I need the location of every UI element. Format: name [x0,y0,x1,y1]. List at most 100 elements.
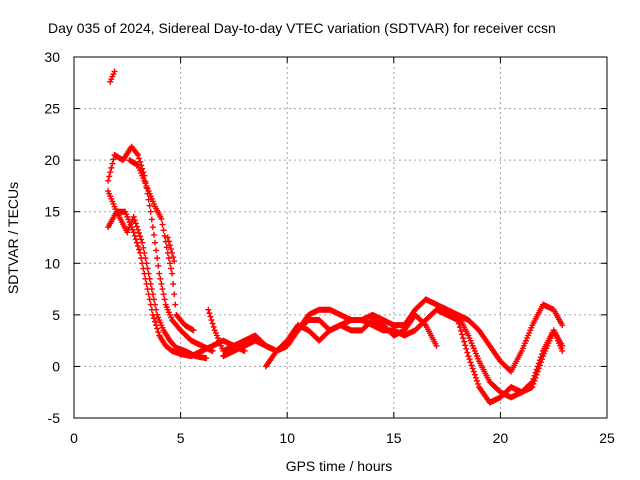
data-point [169,270,176,277]
data-point [149,311,156,318]
data-point [470,368,477,375]
data-point [169,249,176,256]
data-point [168,246,175,253]
data-point [529,378,536,385]
data-point [475,380,482,387]
data-point [160,291,167,298]
data-point [472,374,479,381]
data-point [133,223,140,230]
x-tick-label: 10 [279,430,295,446]
data-point [209,320,216,327]
data-point [159,221,166,228]
data-point [136,246,143,253]
data-point [132,236,139,243]
data-point [464,349,471,356]
data-point [149,224,156,231]
data-point [171,291,178,298]
data-point [136,155,143,162]
data-point [536,357,543,364]
y-tick-label: 10 [44,255,60,271]
data-points [105,68,566,406]
data-point [537,354,544,361]
data-point [148,216,155,223]
data-point [140,244,147,251]
data-point [533,366,540,373]
chart-title: Day 035 of 2024, Sidereal Day-to-day VTE… [48,20,556,36]
y-axis-ticks: -5 0 5 10 15 20 25 30 [44,49,607,426]
data-point [172,301,179,308]
data-point [165,238,172,245]
data-point [532,369,539,376]
data-point [463,345,470,352]
y-tick-label: 20 [44,152,60,168]
data-point [531,372,538,379]
data-point [147,208,154,215]
data-point [139,260,146,267]
data-point [146,202,153,209]
data-point [166,260,173,267]
y-tick-label: 15 [44,204,60,220]
data-point [469,365,476,372]
data-point [529,384,536,391]
data-point [137,233,144,240]
y-tick-label: 30 [44,49,60,65]
data-point [457,327,464,334]
data-point [207,313,214,320]
series-arc-9 [262,311,440,370]
data-point [462,342,469,349]
data-point [467,359,474,366]
x-tick-label: 5 [177,430,185,446]
data-point [209,347,216,354]
data-point [538,351,545,358]
series-arc-7 [205,296,566,375]
data-point [161,296,168,303]
data-point [152,239,159,246]
data-point [107,169,114,176]
data-point [157,275,164,282]
data-point [106,173,113,180]
data-point [164,234,171,241]
data-point [133,239,140,246]
y-tick-label: -5 [48,410,61,426]
y-tick-label: 5 [52,307,60,323]
data-point [170,254,177,261]
x-tick-label: 0 [70,430,78,446]
data-point [468,362,475,369]
data-point [145,291,152,298]
plot-frame [73,56,608,419]
data-point [109,160,116,167]
data-point [530,375,537,382]
data-point [528,379,535,386]
data-point [158,280,165,287]
data-point [146,296,153,303]
data-point [130,213,137,220]
x-axis-title: GPS time / hours [286,458,393,474]
data-point [559,342,566,349]
data-point [208,317,215,324]
data-point [159,286,166,293]
data-point [165,255,172,262]
x-tick-label: 15 [386,430,402,446]
data-point [154,255,161,262]
data-point [461,338,468,345]
series-arc-5 [126,157,197,334]
data-point [143,280,150,287]
data-point [108,164,115,171]
data-point [138,236,145,243]
data-point [190,327,197,334]
data-point [111,68,118,75]
data-point [163,244,170,251]
data-point [137,249,144,256]
data-point [170,280,177,287]
data-point [535,360,542,367]
data-point [132,220,139,227]
data-point [110,156,117,163]
data-point [160,227,167,234]
data-point [134,243,141,250]
data-point [559,347,566,354]
data-point [145,196,152,203]
data-point [465,353,472,360]
data-point [155,262,162,269]
data-point [134,226,141,233]
series-arc-10 [454,311,566,401]
